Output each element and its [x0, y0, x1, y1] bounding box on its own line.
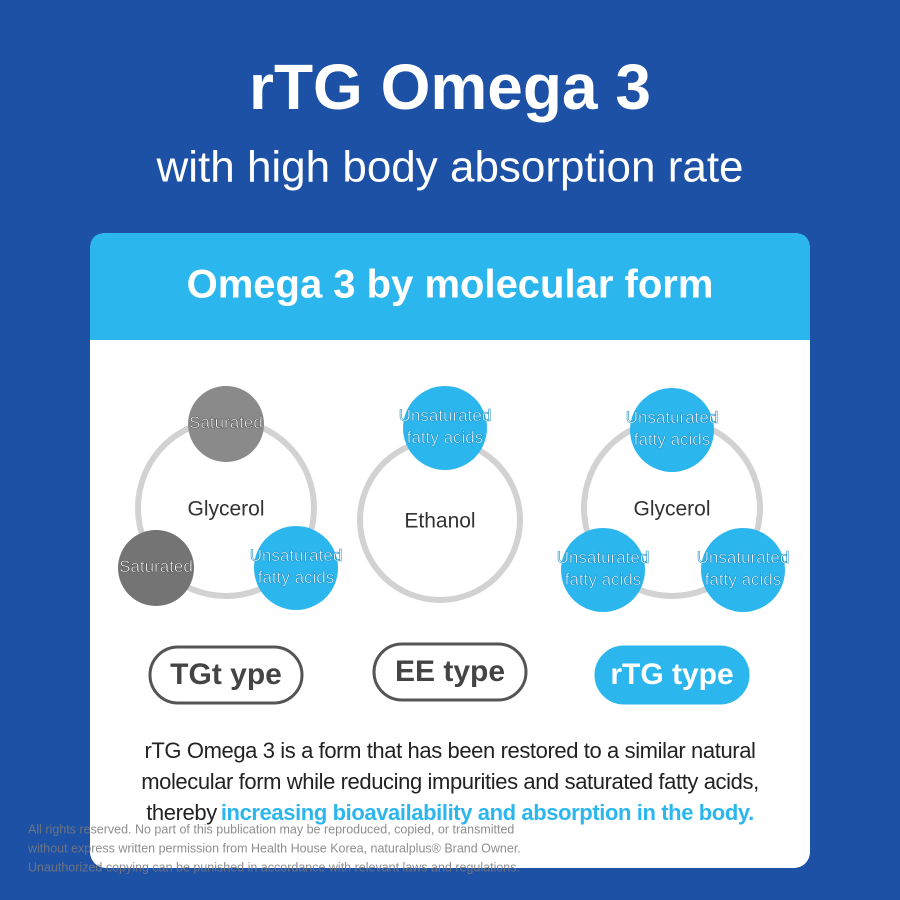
- node-label: Unsaturated fatty acids: [399, 406, 492, 447]
- copyright-line: All rights reserved. No part of this pub…: [28, 822, 514, 836]
- title: rTG Omega 3: [249, 51, 651, 123]
- node-label-line: Unsaturated: [626, 408, 719, 427]
- description-line: thereby increasing bioavailability and ab…: [146, 800, 754, 825]
- fatty-acid-node: [701, 528, 785, 612]
- card-title: Omega 3 by molecular form: [187, 263, 714, 307]
- fatty-acid-node: [403, 386, 487, 470]
- molecule-center: Glycerol: [633, 498, 710, 521]
- node-label-line: fatty acids: [565, 570, 642, 589]
- node-label-line: Saturated: [119, 557, 193, 576]
- type-pill: [372, 642, 528, 702]
- node-label: Unsaturated fatty acids: [697, 548, 790, 589]
- node-label-line: fatty acids: [407, 428, 484, 447]
- fatty-acid-node: [188, 386, 264, 462]
- node-label: Unsaturated fatty acids: [626, 408, 719, 449]
- fatty-acid-node: [118, 530, 194, 606]
- fatty-acid-node: [630, 388, 714, 472]
- node-label-line: fatty acids: [705, 570, 782, 589]
- card-header: [90, 233, 810, 340]
- type-label: EE type: [395, 655, 505, 688]
- node-label-line: Unsaturated: [557, 548, 650, 567]
- fatty-acid-node: [254, 526, 338, 610]
- type-label: rTG type: [610, 658, 733, 691]
- type-pill: [148, 645, 304, 705]
- fatty-acid-node: [561, 528, 645, 612]
- copyright-line: without express written permission from …: [27, 841, 521, 855]
- type-pill: [594, 645, 750, 705]
- description-line: rTG Omega 3 is a form that has been rest…: [144, 738, 755, 763]
- node-label: Unsaturated fatty acids: [557, 548, 650, 589]
- description-text: molecular form while reducing impurities…: [141, 769, 759, 794]
- node-label-line: fatty acids: [634, 430, 711, 449]
- node-label-line: Saturated: [189, 413, 263, 432]
- description-line: molecular form while reducing impurities…: [141, 769, 759, 794]
- node-label: Saturated: [119, 557, 193, 576]
- card: [90, 233, 810, 868]
- description-text: rTG Omega 3 is a form that has been rest…: [144, 738, 755, 763]
- type-label: TGt ype: [170, 658, 282, 691]
- node-label: Saturated: [189, 413, 263, 432]
- molecule-center: Ethanol: [404, 510, 475, 533]
- copyright-line: Unauthorized copying can be punished in …: [28, 860, 520, 874]
- molecule-center: Glycerol: [187, 498, 264, 521]
- node-label: Unsaturated fatty acids: [250, 546, 343, 587]
- subtitle: with high body absorption rate: [155, 143, 743, 192]
- node-label-line: Unsaturated: [697, 548, 790, 567]
- description-text: thereby: [146, 800, 217, 825]
- node-label-line: fatty acids: [258, 568, 335, 587]
- node-label-line: Unsaturated: [250, 546, 343, 565]
- node-label-line: Unsaturated: [399, 406, 492, 425]
- description-highlight: increasing bioavailability and absorptio…: [221, 800, 754, 825]
